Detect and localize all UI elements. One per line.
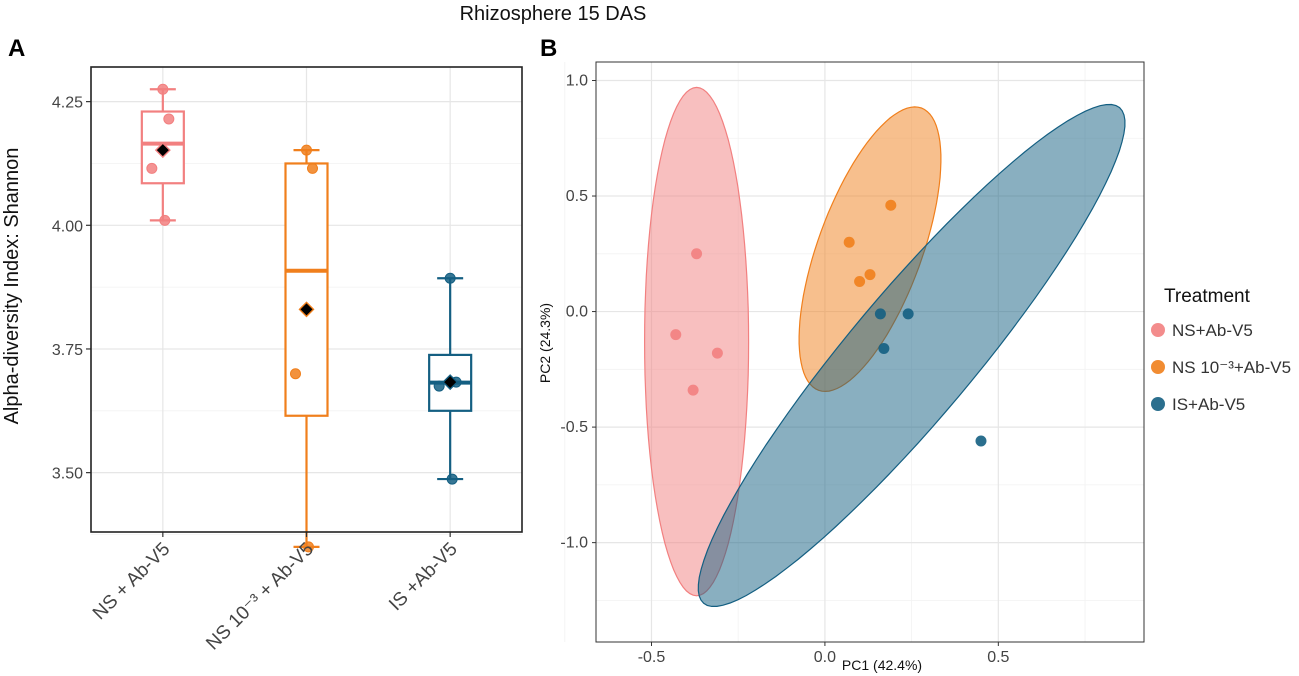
box-data-point — [446, 473, 458, 485]
box-data-point — [290, 368, 301, 380]
panel-a-x-tick-label: NS 10⁻³ + Ab-V5 — [202, 539, 318, 655]
panel-a-label: A — [8, 35, 25, 62]
panel-b-x-ticks: -0.5 0.0 0.5 — [638, 642, 1010, 666]
box-group — [284, 144, 329, 553]
panel-a-marks — [140, 83, 473, 553]
panel-a-y-tick-label: 3.50 — [52, 466, 83, 483]
box-data-point — [146, 162, 158, 174]
box-mean-marker — [298, 301, 315, 318]
panel-b-pca: -1.0 -0.5 0.0 0.5 1.0 -0.5 0.0 0.5 — [560, 61, 1145, 666]
panel-b-y-tick-label: -1.0 — [560, 535, 588, 552]
panel-b-x-axis-title: PC1 (42.4%) — [842, 657, 922, 673]
legend: Treatment NS+Ab-V5 NS 10⁻³+Ab-V5 IS+Ab-V5 — [1151, 286, 1291, 414]
box-group — [428, 272, 473, 485]
panel-b-frame — [595, 61, 1145, 643]
panel-a-boxplot: 3.50 3.75 4.00 4.25 NS + Ab-V5 NS 10⁻³ + Ab-… — [52, 66, 523, 654]
panel-b-y-tick-label: 0.0 — [566, 304, 588, 321]
pca-data-point — [885, 199, 897, 211]
box-data-point — [303, 541, 314, 553]
pca-data-point — [878, 343, 890, 355]
panel-b-y-tick-label: -0.5 — [560, 419, 588, 436]
legend-label: IS+Ab-V5 — [1172, 395, 1245, 414]
panel-a-x-tick-label: IS +Ab-V5 — [385, 539, 461, 615]
pca-data-point — [854, 276, 866, 288]
panel-a-y-axis-title: Alpha-diversity Index: Shannon — [1, 148, 23, 425]
legend-label: NS 10⁻³+Ab-V5 — [1172, 358, 1291, 377]
panel-b-y-tick-label: 0.5 — [566, 188, 588, 205]
panel-b-x-tick-label: 0.5 — [987, 649, 1009, 666]
box-data-point — [433, 380, 445, 392]
legend-label: NS+Ab-V5 — [1172, 321, 1253, 340]
panel-a-frame — [90, 66, 523, 533]
legend-swatch — [1151, 397, 1165, 411]
box-data-point — [159, 214, 171, 226]
box-data-point — [157, 83, 169, 95]
panel-b-y-axis-title: PC2 (24.3%) — [537, 303, 553, 383]
pca-data-point — [864, 269, 876, 281]
panel-a-y-ticks: 3.50 3.75 4.00 4.25 — [52, 95, 91, 483]
pca-data-point — [670, 329, 682, 341]
panel-a-y-tick-label: 3.75 — [52, 342, 83, 359]
panel-a-y-tick-label: 4.00 — [52, 218, 83, 235]
pca-data-point — [711, 347, 723, 359]
panel-a-x-tick-label: NS + Ab-V5 — [89, 539, 174, 624]
panel-b-y-ticks: -1.0 -0.5 0.0 0.5 1.0 — [560, 72, 596, 552]
box-data-point — [444, 272, 456, 284]
confidence-ellipse — [697, 103, 1126, 607]
panel-b-label: B — [540, 35, 557, 62]
figure-title: Rhizosphere 15 DAS — [460, 3, 647, 25]
box-data-point — [301, 144, 312, 156]
box-mean-marker — [154, 142, 171, 159]
pca-data-point — [843, 236, 855, 248]
panel-a-y-tick-label: 4.25 — [52, 95, 83, 112]
panel-b-y-tick-label: 1.0 — [566, 72, 588, 89]
panel-b-ellipses — [643, 86, 1126, 607]
box-data-point — [307, 162, 318, 174]
panel-b-x-tick-label: 0.0 — [814, 649, 836, 666]
box-group — [140, 83, 185, 226]
legend-swatch — [1151, 323, 1165, 337]
legend-swatch — [1151, 360, 1165, 374]
legend-title: Treatment — [1164, 286, 1251, 307]
pca-data-point — [874, 308, 886, 320]
box-mean-marker — [442, 374, 459, 391]
panel-b-points — [670, 199, 987, 447]
pca-data-point — [691, 248, 703, 260]
pca-data-point — [902, 308, 914, 320]
box-iqr — [284, 162, 329, 417]
pca-data-point — [687, 384, 699, 396]
box-data-point — [163, 113, 175, 125]
panel-a-x-ticks: NS + Ab-V5 NS 10⁻³ + Ab-V5 IS +Ab-V5 — [89, 532, 462, 654]
pca-data-point — [975, 435, 987, 447]
panel-b-x-tick-label: -0.5 — [638, 649, 666, 666]
